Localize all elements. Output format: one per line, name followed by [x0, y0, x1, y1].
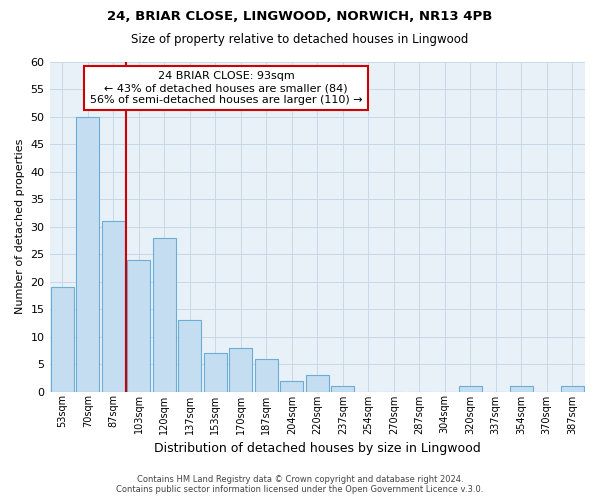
- Text: Size of property relative to detached houses in Lingwood: Size of property relative to detached ho…: [131, 32, 469, 46]
- Bar: [204, 353, 227, 392]
- Bar: [280, 380, 303, 392]
- Bar: [459, 386, 482, 392]
- Bar: [561, 386, 584, 392]
- Bar: [127, 260, 150, 392]
- Bar: [51, 287, 74, 392]
- Text: Contains public sector information licensed under the Open Government Licence v.: Contains public sector information licen…: [116, 485, 484, 494]
- X-axis label: Distribution of detached houses by size in Lingwood: Distribution of detached houses by size …: [154, 442, 481, 455]
- Bar: [331, 386, 354, 392]
- Bar: [255, 358, 278, 392]
- Y-axis label: Number of detached properties: Number of detached properties: [15, 139, 25, 314]
- Text: 24 BRIAR CLOSE: 93sqm
← 43% of detached houses are smaller (84)
56% of semi-deta: 24 BRIAR CLOSE: 93sqm ← 43% of detached …: [90, 72, 362, 104]
- Bar: [510, 386, 533, 392]
- Bar: [306, 375, 329, 392]
- Bar: [178, 320, 201, 392]
- Bar: [229, 348, 252, 392]
- Bar: [76, 116, 99, 392]
- Bar: [153, 238, 176, 392]
- Text: 24, BRIAR CLOSE, LINGWOOD, NORWICH, NR13 4PB: 24, BRIAR CLOSE, LINGWOOD, NORWICH, NR13…: [107, 10, 493, 23]
- Bar: [102, 221, 125, 392]
- Text: Contains HM Land Registry data © Crown copyright and database right 2024.: Contains HM Land Registry data © Crown c…: [137, 475, 463, 484]
